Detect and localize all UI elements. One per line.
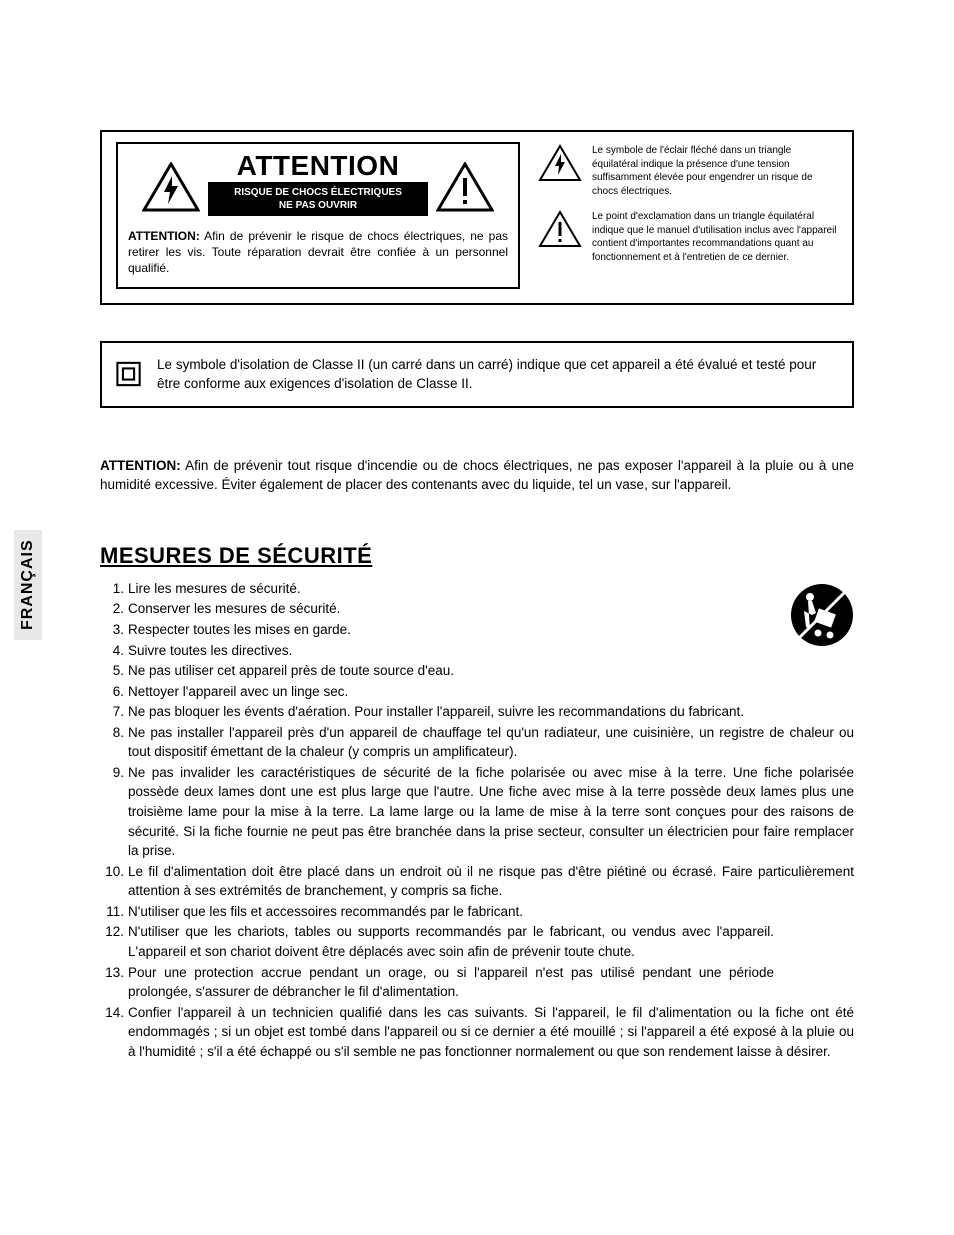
class2-box: Le symbole d'isolation de Classe II (un … bbox=[100, 341, 854, 408]
symbol-legend: Le symbole de l'éclair fléché dans un tr… bbox=[538, 142, 838, 289]
measure-item: Confier l'appareil à un technicien quali… bbox=[100, 1003, 854, 1062]
measure-item: N'utiliser que les fils et accessoires r… bbox=[100, 902, 854, 922]
exclaim-triangle-small-icon bbox=[538, 210, 582, 248]
document-page: ATTENTION RISQUE DE CHOCS ÉLECTRIQUES NE… bbox=[0, 0, 954, 1122]
attention-label: ATTENTION: bbox=[128, 229, 200, 243]
attention-paragraph: ATTENTION: Afin de prévenir le risque de… bbox=[128, 228, 508, 277]
exclaim-legend-row: Le point d'exclamation dans un triangle … bbox=[538, 210, 838, 264]
measure-item: Ne pas installer l'appareil près d'un ap… bbox=[100, 723, 854, 762]
class2-text: Le symbole d'isolation de Classe II (un … bbox=[157, 355, 838, 394]
safety-measures-list: Lire les mesures de sécurité. Conserver … bbox=[100, 579, 854, 1062]
measure-item: Lire les mesures de sécurité. bbox=[100, 579, 854, 599]
measure-item: Le fil d'alimentation doit être placé da… bbox=[100, 862, 854, 901]
body-attention-paragraph: ATTENTION: Afin de prévenir tout risque … bbox=[100, 456, 854, 495]
exclaim-legend-text: Le point d'exclamation dans un triangle … bbox=[592, 210, 838, 264]
lightning-legend-row: Le symbole de l'éclair fléché dans un tr… bbox=[538, 144, 838, 198]
exclaim-triangle-icon bbox=[436, 162, 494, 212]
attention-title: ATTENTION bbox=[208, 150, 428, 182]
measure-item: Ne pas utiliser cet appareil près de tou… bbox=[100, 661, 854, 681]
measure-item: N'utiliser que les chariots, tables ou s… bbox=[100, 922, 854, 961]
warning-box-outer: ATTENTION RISQUE DE CHOCS ÉLECTRIQUES NE… bbox=[100, 130, 854, 305]
attention-panel: ATTENTION RISQUE DE CHOCS ÉLECTRIQUES NE… bbox=[116, 142, 520, 289]
measures-ol: Lire les mesures de sécurité. Conserver … bbox=[100, 579, 854, 1062]
shock-line-2: NE PAS OUVRIR bbox=[214, 199, 422, 212]
shock-risk-box: RISQUE DE CHOCS ÉLECTRIQUES NE PAS OUVRI… bbox=[208, 182, 428, 216]
attention-header: ATTENTION RISQUE DE CHOCS ÉLECTRIQUES NE… bbox=[128, 150, 508, 224]
lightning-triangle-icon bbox=[142, 162, 200, 212]
lightning-legend-text: Le symbole de l'éclair fléché dans un tr… bbox=[592, 144, 838, 198]
measure-item: Ne pas invalider les caractéristiques de… bbox=[100, 763, 854, 861]
class2-square-icon bbox=[116, 356, 141, 392]
measure-item: Pour une protection accrue pendant un or… bbox=[100, 963, 854, 1002]
shock-line-1: RISQUE DE CHOCS ÉLECTRIQUES bbox=[214, 186, 422, 199]
body-attention-label: ATTENTION: bbox=[100, 458, 181, 473]
measure-item: Conserver les mesures de sécurité. bbox=[100, 599, 854, 619]
measure-item: Nettoyer l'appareil avec un linge sec. bbox=[100, 682, 854, 702]
measure-item: Ne pas bloquer les évents d'aération. Po… bbox=[100, 702, 854, 722]
measure-item: Respecter toutes les mises en garde. bbox=[100, 620, 854, 640]
section-title: MESURES DE SÉCURITÉ bbox=[100, 543, 854, 569]
lightning-triangle-small-icon bbox=[538, 144, 582, 182]
measure-item: Suivre toutes les directives. bbox=[100, 641, 854, 661]
body-attention-text: Afin de prévenir tout risque d'incendie … bbox=[100, 458, 854, 493]
